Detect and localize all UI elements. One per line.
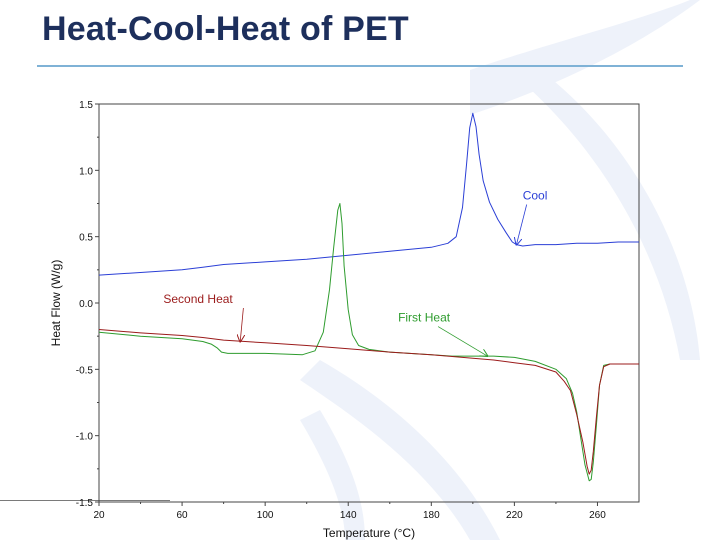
series-line-second-heat <box>98 329 639 475</box>
title-divider <box>37 65 683 67</box>
annotation-label-first-heat: First Heat <box>398 311 451 325</box>
x-axis-title: Temperature (°C) <box>323 526 415 540</box>
annotation-label-cool: Cool <box>523 189 548 203</box>
annotation-label-second-heat: Second Heat <box>163 292 233 306</box>
annotation-arrow-second-heat <box>240 307 243 341</box>
y-tick-label: 1.5 <box>79 100 93 111</box>
y-tick-label: -0.5 <box>76 365 94 376</box>
x-tick-label: 220 <box>506 510 523 521</box>
y-tick-label: -1.5 <box>76 498 94 509</box>
y-tick-label: -1.0 <box>76 432 94 443</box>
slide-title: Heat-Cool-Heat of PET <box>42 10 409 48</box>
annotation-arrow-cool <box>516 204 528 245</box>
series-line-cool <box>98 112 639 276</box>
x-tick-label: 140 <box>340 510 357 521</box>
x-tick-label: 100 <box>257 510 274 521</box>
series-line-first-heat <box>98 203 639 482</box>
y-axis-title: Heat Flow (W/g) <box>49 260 63 347</box>
x-tick-label: 180 <box>423 510 440 521</box>
annotation-layer: Cool Second Heat First Heat <box>163 189 547 357</box>
y-tick-label: 0.0 <box>79 299 93 310</box>
y-axis: 1.5 1.0 0.5 0.0 -0.5 -1.0 -1.5 <box>76 100 99 509</box>
x-tick-label: 60 <box>177 510 189 521</box>
x-tick-label: 260 <box>589 510 606 521</box>
bottom-divider <box>0 500 170 501</box>
y-tick-label: 1.0 <box>79 166 93 177</box>
annotation-arrow-first-heat <box>437 326 487 356</box>
y-tick-label: 0.5 <box>79 233 93 244</box>
x-axis: 20 60 100 140 180 220 260 <box>93 502 606 521</box>
x-tick-label: 20 <box>93 510 105 521</box>
